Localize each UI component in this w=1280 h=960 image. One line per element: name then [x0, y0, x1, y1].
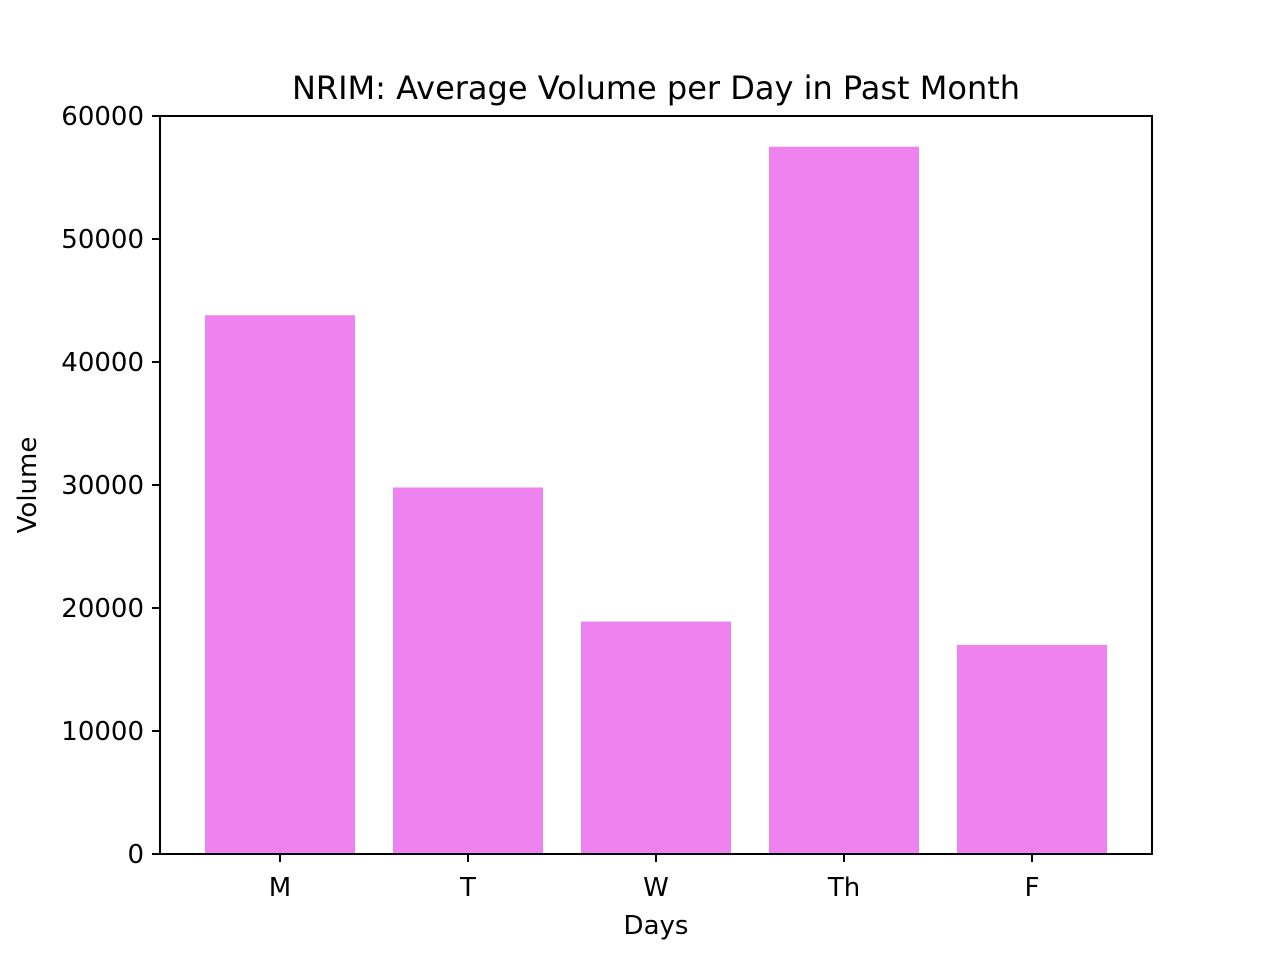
x-axis-label: Days — [624, 911, 689, 941]
bar-f — [957, 644, 1107, 854]
bar-m — [205, 315, 355, 854]
x-axis: M T W Th F — [269, 854, 1040, 903]
y-axis-label: Volume — [13, 437, 43, 534]
x-tick-label: M — [269, 873, 291, 903]
chart-title: NRIM: Average Volume per Day in Past Mon… — [292, 69, 1020, 107]
bar-th — [769, 146, 919, 854]
x-tick-label: T — [459, 873, 476, 903]
y-tick-label: 30000 — [61, 471, 144, 501]
bar-w — [581, 621, 731, 854]
y-tick-label: 0 — [127, 840, 144, 870]
bar-t — [393, 487, 543, 854]
x-tick-label: F — [1025, 873, 1040, 903]
plot-frame — [159, 115, 1153, 855]
y-tick-label: 60000 — [61, 102, 144, 132]
y-tick-label: 40000 — [61, 348, 144, 378]
y-tick-label: 20000 — [61, 594, 144, 624]
x-tick-label: Th — [827, 873, 860, 903]
y-tick-label: 50000 — [61, 225, 144, 255]
y-axis: 0 10000 20000 30000 40000 50000 60000 — [61, 102, 160, 870]
x-tick-label: W — [643, 873, 669, 903]
y-tick-label: 10000 — [61, 717, 144, 747]
bars-group — [205, 146, 1107, 854]
